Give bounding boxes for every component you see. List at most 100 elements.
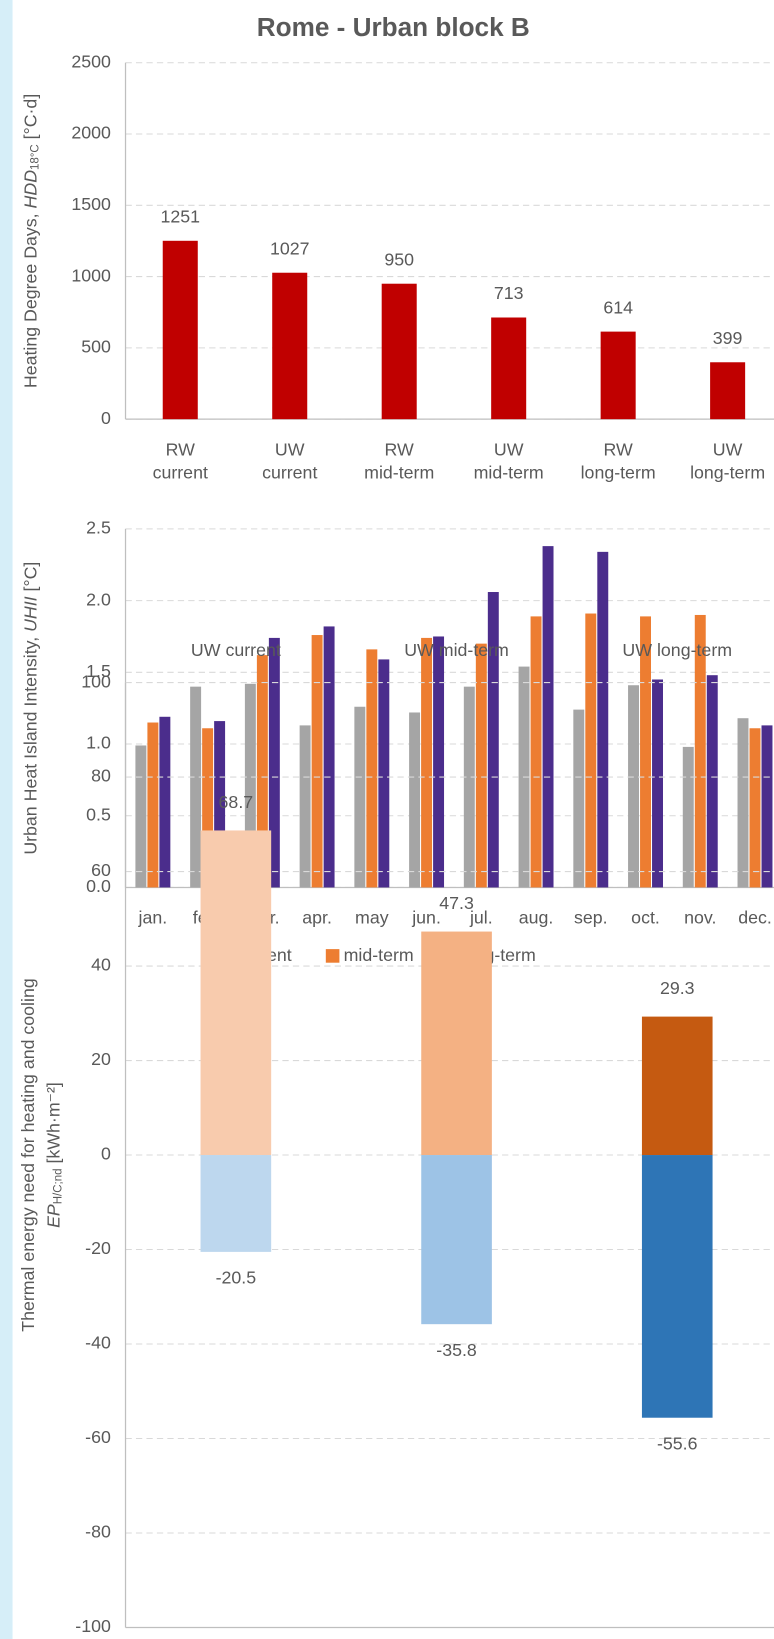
x-category-label: UW current <box>262 439 317 482</box>
y-tick-label: 1500 <box>71 194 111 214</box>
y-tick-label: -40 <box>85 1333 111 1353</box>
label-line: long-term <box>581 462 656 482</box>
y-tick-label: 0.5 <box>86 804 111 824</box>
bar <box>323 626 335 888</box>
x-category-label: RW long-term <box>581 439 656 482</box>
label-line: UW <box>275 439 305 459</box>
bar <box>600 331 636 420</box>
side-strip <box>0 0 13 1639</box>
x-category-label: UW mid-term <box>474 439 544 482</box>
label-part: [°C] <box>20 562 40 597</box>
bar <box>366 649 378 888</box>
data-label: 399 <box>713 328 743 348</box>
y-tick-label: -80 <box>85 1522 111 1542</box>
bar <box>159 716 171 888</box>
bar <box>475 643 487 888</box>
bar <box>378 659 390 888</box>
y-tick-label: -100 <box>75 1616 111 1636</box>
x-category-label: UW long-term <box>690 439 765 482</box>
bar <box>641 1016 713 1156</box>
bar <box>694 614 706 888</box>
bar <box>190 686 202 888</box>
bar <box>641 1155 713 1418</box>
bar <box>162 240 198 420</box>
label-part: Heating Degree Days, <box>20 208 40 388</box>
x-category-label: RW current <box>153 439 208 482</box>
bar <box>244 683 256 888</box>
y-tick-label: 0 <box>101 408 111 428</box>
bar <box>421 637 433 888</box>
y-tick-label: 0 <box>101 1144 111 1164</box>
label-part: H/C;nd <box>53 1168 65 1204</box>
label-part: EP <box>43 1204 63 1228</box>
data-label: 1027 <box>270 238 310 258</box>
bar <box>640 616 651 888</box>
bar <box>256 655 268 888</box>
label-part: Urban Heat Island Intensity, <box>20 632 40 855</box>
label-part: [kWh·m⁻²] <box>43 1082 63 1168</box>
bar <box>135 745 147 888</box>
bar <box>628 685 640 888</box>
x-category-label: may <box>355 907 389 927</box>
y-tick-label: 500 <box>81 337 111 357</box>
x-category-label: sep. <box>574 907 608 927</box>
data-label: 29.3 <box>660 978 695 998</box>
bar <box>706 675 718 888</box>
y-tick-label: 0.0 <box>86 876 111 896</box>
bar <box>409 712 421 888</box>
label-line: mid-term <box>474 462 544 482</box>
x-category-label: apr. <box>302 907 332 927</box>
bar <box>433 636 445 888</box>
label-line: UW <box>494 439 524 459</box>
bar <box>147 722 159 888</box>
bar <box>354 706 366 888</box>
y-tick-label: 2.0 <box>86 589 111 609</box>
chart-title: Rome - Urban block B <box>257 12 530 42</box>
bar <box>585 613 597 888</box>
bar <box>542 546 554 888</box>
y-tick-label: 20 <box>91 1049 111 1069</box>
bar <box>421 1155 492 1325</box>
x-category-label: dec. <box>738 907 772 927</box>
label-part: HDD <box>20 170 40 209</box>
bar <box>272 272 308 420</box>
bar <box>311 635 323 888</box>
label-line: RW <box>166 439 196 459</box>
bar <box>597 551 609 888</box>
bar <box>682 746 694 888</box>
x-category-label: oct. <box>631 907 660 927</box>
label-part: UHII <box>20 596 40 632</box>
y-tick-label: -60 <box>85 1427 111 1447</box>
data-label: 614 <box>603 297 633 317</box>
x-category-label: UW mid-term <box>404 640 509 660</box>
label-line: RW <box>604 439 634 459</box>
bar <box>463 686 475 888</box>
data-label: 950 <box>384 249 414 269</box>
x-category-label: aug. <box>519 907 554 927</box>
x-category-label: UW long-term <box>622 640 732 660</box>
data-label: 68.7 <box>219 792 254 812</box>
bar <box>381 283 417 420</box>
bar <box>652 679 663 888</box>
label-line: RW <box>385 439 415 459</box>
bar <box>530 616 542 888</box>
bar <box>421 931 492 1156</box>
y-tick-label: 80 <box>91 766 111 786</box>
label-line: current <box>153 462 208 482</box>
bar <box>491 317 527 420</box>
y-tick-label: 100 <box>81 671 111 691</box>
y-axis-label: Thermal energy need for heating and cool… <box>18 978 38 1331</box>
label-line: mid-term <box>364 462 434 482</box>
y-tick-label: 2.5 <box>86 518 111 538</box>
label-part: [°C·d] <box>20 94 40 145</box>
x-category-label: jul. <box>469 907 493 927</box>
data-label: -55.6 <box>657 1434 698 1454</box>
y-tick-label: -20 <box>85 1238 111 1258</box>
x-category-label: UW current <box>191 640 281 660</box>
bar <box>268 637 280 888</box>
x-category-label: jan. <box>138 907 168 927</box>
bar <box>214 721 226 888</box>
legend-swatch <box>325 949 340 963</box>
bar <box>737 718 749 888</box>
